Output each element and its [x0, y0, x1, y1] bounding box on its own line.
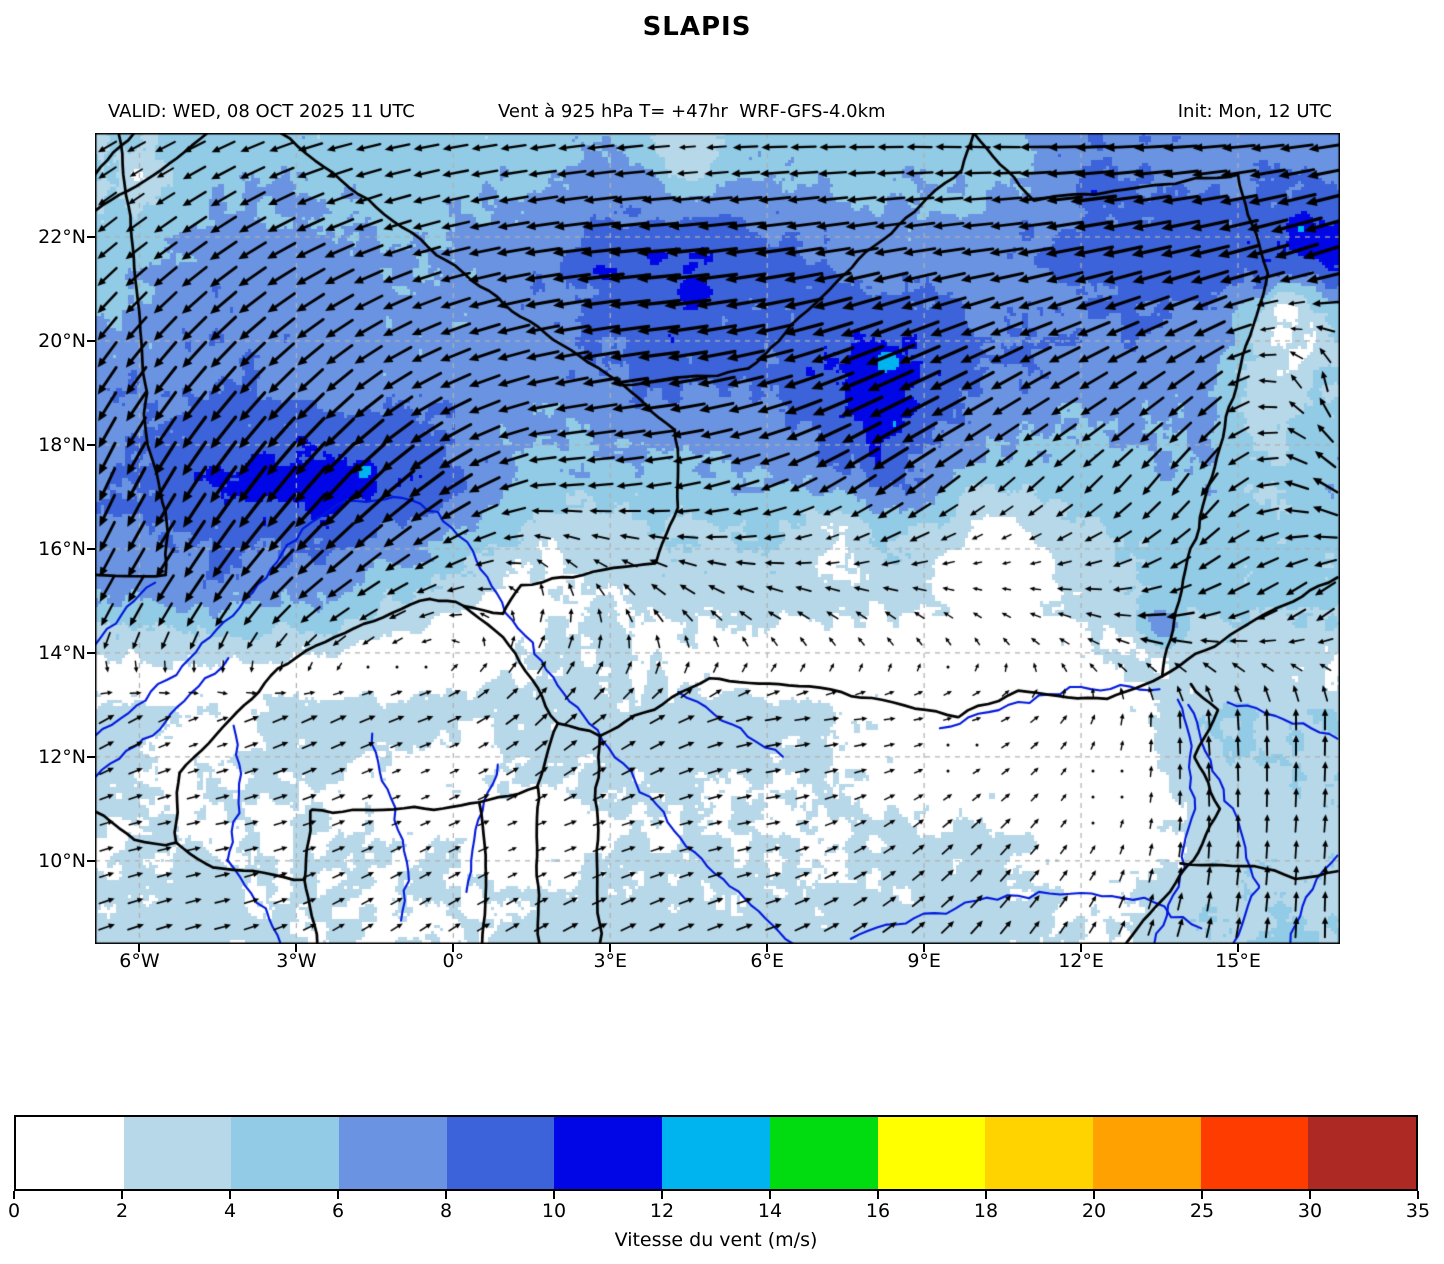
colorbar-segment [1308, 1117, 1416, 1189]
colorbar-segment [985, 1117, 1093, 1189]
colorbar-segment [446, 1117, 555, 1189]
colorbar [14, 1115, 1418, 1191]
wind-map-canvas [95, 133, 1340, 944]
page-title: SLAPIS [642, 12, 752, 42]
colorbar-segment [877, 1117, 986, 1189]
colorbar-tick-label: 14 [757, 1200, 783, 1222]
product-label: Vent à 925 hPa T= +47hr WRF-GFS-4.0km [498, 101, 886, 122]
colorbar-tick-label: 6 [331, 1200, 345, 1222]
colorbar-tick-label: 8 [439, 1200, 453, 1222]
valid-time-label: VALID: WED, 08 OCT 2025 11 UTC [108, 101, 415, 122]
colorbar-segment [339, 1117, 447, 1189]
colorbar-tick-mark [445, 1191, 447, 1199]
colorbar-tick-label: 25 [1189, 1200, 1215, 1222]
colorbar-tick-mark [1201, 1191, 1203, 1199]
colorbar-label: Vitesse du vent (m/s) [614, 1229, 818, 1251]
lon-tick-label: 0° [442, 950, 465, 972]
lat-tick-mark [87, 339, 95, 342]
colorbar-segment [123, 1117, 232, 1189]
lon-tick-label: 6°E [750, 950, 784, 972]
lat-tick-mark [87, 443, 95, 446]
colorbar-segment [554, 1117, 663, 1189]
lon-tick-label: 12°E [1058, 950, 1104, 972]
lon-tick-mark [452, 944, 455, 952]
colorbar-segment [662, 1117, 770, 1189]
colorbar-tick-label: 12 [649, 1200, 675, 1222]
lat-tick-mark [87, 547, 95, 550]
colorbar-tick-label: 4 [223, 1200, 237, 1222]
lon-tick-label: 3°E [593, 950, 628, 972]
colorbar-tick-mark [229, 1191, 231, 1199]
colorbar-tick-label: 16 [865, 1200, 891, 1222]
colorbar-segment [16, 1117, 124, 1189]
colorbar-tick-label: 30 [1297, 1200, 1323, 1222]
lon-tick-mark [138, 944, 141, 952]
lon-tick-mark [1236, 944, 1239, 952]
colorbar-tick-mark [337, 1191, 339, 1199]
lon-tick-mark [766, 944, 769, 952]
colorbar-tick-label: 20 [1081, 1200, 1107, 1222]
lon-tick-mark [1080, 944, 1083, 952]
colorbar-tick-mark [553, 1191, 555, 1199]
colorbar-tick-mark [13, 1191, 15, 1199]
lon-tick-mark [609, 944, 612, 952]
colorbar-tick-mark [661, 1191, 663, 1199]
lat-tick-mark [87, 235, 95, 238]
lat-tick-label: 16°N [38, 537, 86, 560]
lat-tick-label: 14°N [38, 641, 86, 664]
lat-tick-mark [87, 755, 95, 758]
lat-tick-label: 12°N [38, 745, 86, 768]
colorbar-tick-label: 2 [115, 1200, 129, 1222]
colorbar-tick-label: 35 [1405, 1200, 1431, 1222]
colorbar-tick-label: 10 [541, 1200, 567, 1222]
colorbar-segment [1200, 1117, 1309, 1189]
lat-tick-mark [87, 651, 95, 654]
colorbar-segment [231, 1117, 340, 1189]
colorbar-tick-mark [1309, 1191, 1311, 1199]
colorbar-tick-mark [769, 1191, 771, 1199]
colorbar-tick-mark [985, 1191, 987, 1199]
colorbar-segment [769, 1117, 878, 1189]
colorbar-tick-mark [877, 1191, 879, 1199]
lon-tick-label: 9°E [907, 950, 941, 972]
colorbar-tick-mark [121, 1191, 123, 1199]
lon-tick-mark [295, 944, 298, 952]
lat-tick-label: 20°N [38, 329, 86, 352]
lat-tick-label: 18°N [38, 433, 86, 456]
colorbar-segment [1092, 1117, 1201, 1189]
colorbar-tick-mark [1417, 1191, 1419, 1199]
lat-tick-label: 22°N [38, 225, 86, 248]
lon-tick-label: 6°W [119, 950, 160, 972]
colorbar-tick-label: 0 [7, 1200, 21, 1222]
lat-tick-mark [87, 859, 95, 862]
lon-tick-label: 15°E [1215, 950, 1261, 972]
lon-tick-mark [923, 944, 926, 952]
colorbar-tick-mark [1093, 1191, 1095, 1199]
init-time-label: Init: Mon, 12 UTC [1177, 101, 1332, 122]
lon-tick-label: 3°W [276, 950, 317, 972]
lat-tick-label: 10°N [38, 849, 86, 872]
colorbar-tick-label: 18 [973, 1200, 999, 1222]
